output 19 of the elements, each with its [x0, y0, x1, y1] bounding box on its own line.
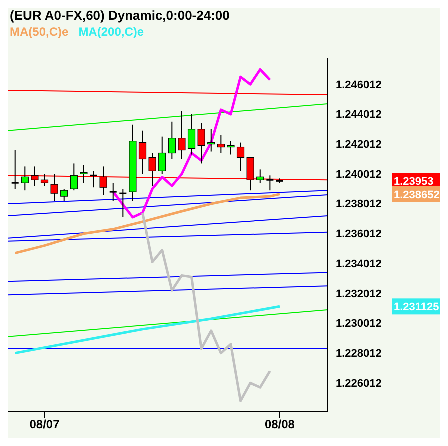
y2-tick-label: 1.231125: [394, 302, 440, 314]
text: MA(50,C)e: [10, 25, 69, 39]
y-tick-label: 1.236012: [336, 228, 382, 241]
y-tick-label: 1.230012: [336, 318, 382, 330]
y-tick-label: 1.244012: [336, 109, 382, 122]
y-tick-label: 1.242012: [336, 139, 382, 152]
x-tick-label: 08/08: [264, 418, 296, 432]
y-tick-label: 1.232012: [336, 288, 382, 300]
y2-tick-label: 1.23953: [394, 176, 434, 188]
chart-title: (EUR A0-FX,60) Dynamic,0:00-24:00: [10, 8, 230, 23]
y-tick-label: 1.228012: [336, 348, 382, 360]
y-tick-label: 1.240012: [336, 168, 382, 181]
y-tick-label: 1.238012: [336, 198, 382, 211]
y-tick-label: 1.234012: [336, 258, 382, 270]
x-tick-label: 08/07: [30, 418, 60, 432]
y-tick-label: 1.246012: [336, 79, 382, 92]
y2-tick-label: 1.238652: [394, 189, 440, 202]
y-tick-label: 1.226012: [336, 378, 382, 390]
text: MA(200,C)e: [78, 25, 144, 39]
